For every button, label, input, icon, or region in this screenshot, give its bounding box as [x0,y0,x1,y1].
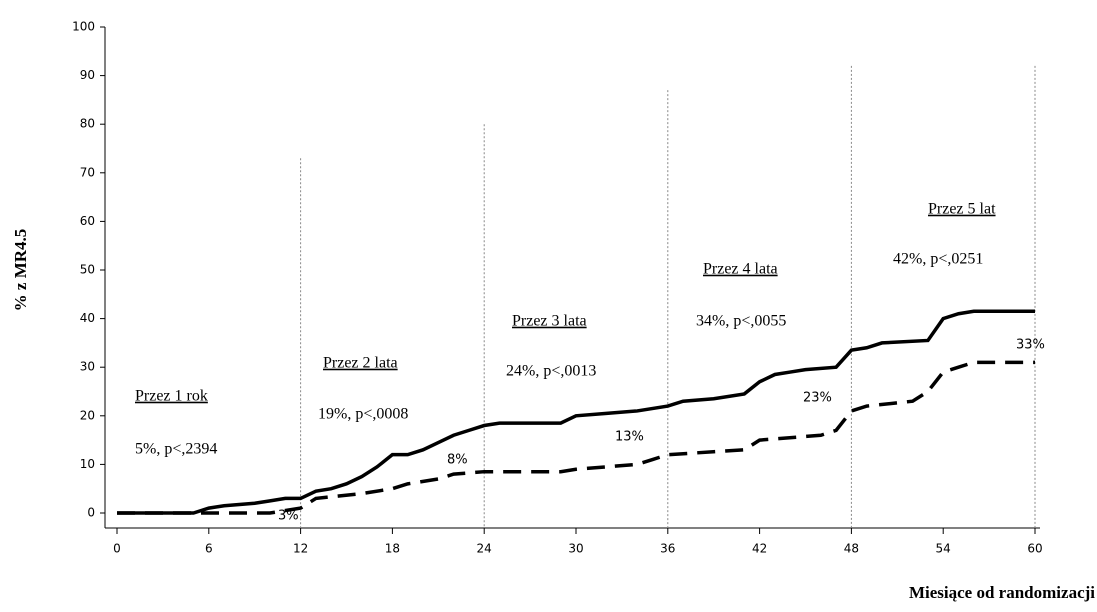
x-tick-label: 24 [477,542,492,556]
annotation: 5%, p<,2394 [135,441,217,458]
y-axis-label: % z MR4.5 [11,229,30,312]
y-tick-label: 60 [80,214,95,228]
x-tick-label: 30 [568,542,583,556]
annotation: 19%, p<,0008 [318,406,408,423]
x-tick-label: 18 [385,542,400,556]
annotation: 3% [278,509,299,524]
y-tick-label: 70 [80,165,95,179]
x-tick-label: 42 [752,542,767,556]
y-tick-label: 40 [80,311,95,325]
y-tick-label: 20 [80,408,95,422]
x-axis-label: Miesiące od randomizacji [909,583,1095,602]
x-tick-label: 6 [205,542,213,556]
x-tick-label: 12 [293,542,308,556]
x-tick-label: 54 [936,542,951,556]
annotation: 13% [615,430,644,445]
x-tick-label: 36 [660,542,675,556]
annotation: Przez 4 lata [703,261,778,278]
annotation: Przez 3 lata [512,313,587,330]
annotation: Przez 2 lata [323,355,398,372]
y-tick-label: 10 [80,457,95,471]
y-tick-label: 80 [80,117,95,131]
y-tick-label: 30 [80,360,95,374]
series-line [117,309,1035,515]
x-tick-label: 48 [844,542,859,556]
y-tick-label: 0 [87,506,95,520]
annotation: 8% [447,453,468,468]
annotation: Przez 1 rok [135,388,208,405]
y-tick-label: 100 [72,20,95,34]
series-line [117,360,1035,515]
annotation: 24%, p<,0013 [506,363,596,380]
x-tick-label: 0 [113,542,121,556]
annotation: 42%, p<,0251 [893,251,983,268]
annotation: Przez 5 lat [928,201,996,218]
annotation: 23% [803,391,832,406]
y-tick-label: 50 [80,263,95,277]
annotation: 34%, p<,0055 [696,313,786,330]
y-tick-label: 90 [80,68,95,82]
annotation: 33% [1016,338,1045,353]
x-tick-label: 60 [1027,542,1042,556]
